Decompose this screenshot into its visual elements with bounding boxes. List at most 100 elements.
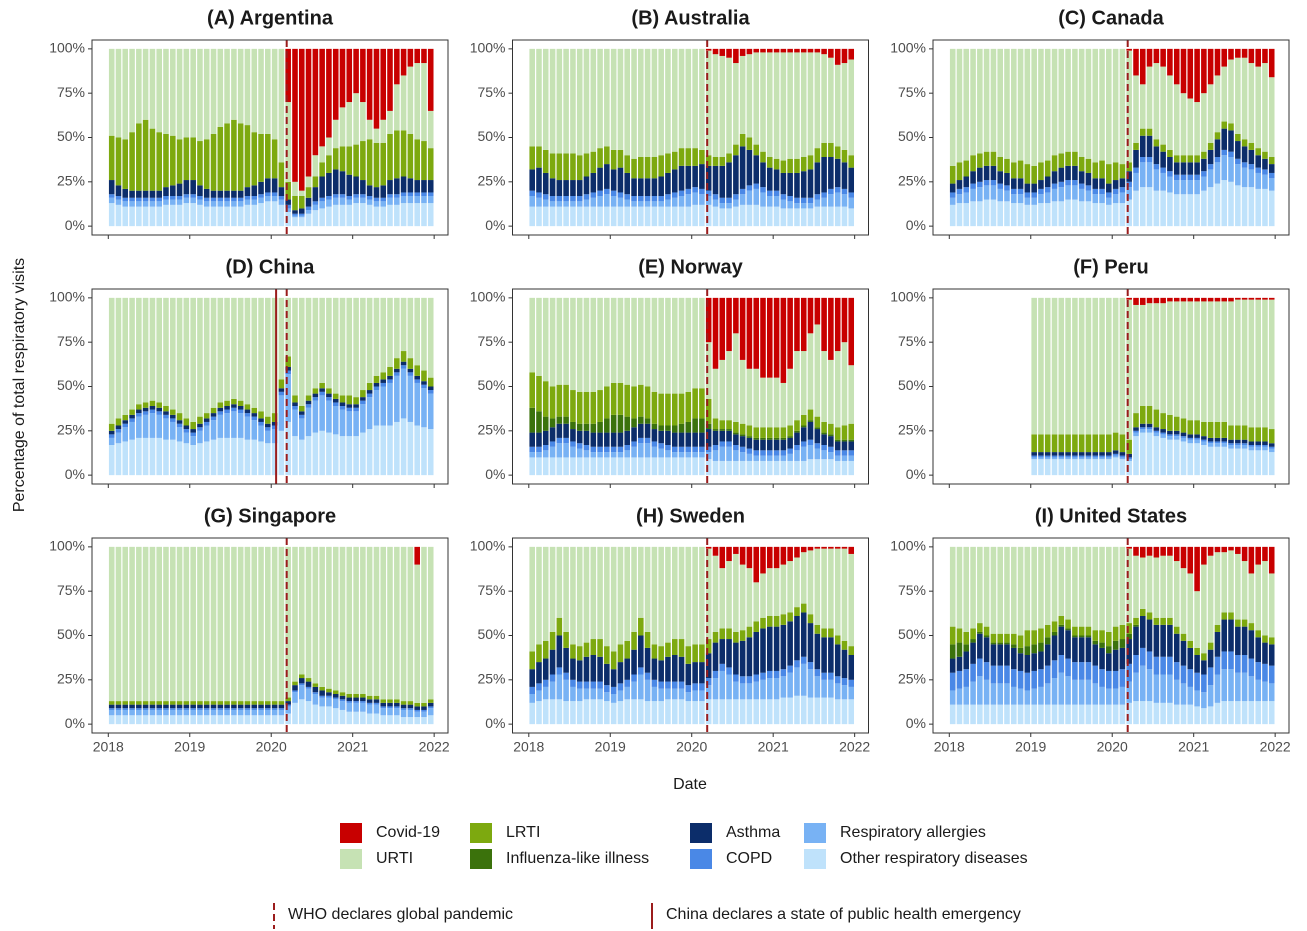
bar-segment xyxy=(597,390,603,422)
bar-segment xyxy=(956,188,963,195)
bar-segment xyxy=(719,546,726,569)
bar-segment xyxy=(387,197,393,205)
bar-segment xyxy=(949,48,956,166)
bar-segment xyxy=(183,203,190,227)
bar-segment xyxy=(1085,185,1092,191)
bar-segment xyxy=(848,699,855,725)
bar-segment xyxy=(1065,180,1071,186)
bar-segment xyxy=(1248,48,1255,64)
bar-segment xyxy=(142,708,149,710)
bar-segment xyxy=(156,701,162,705)
bar-segment xyxy=(1248,701,1255,725)
bar-segment xyxy=(760,297,766,378)
bar-segment xyxy=(136,197,142,202)
bar-segment xyxy=(217,701,224,705)
bar-segment xyxy=(719,157,726,166)
bar-segment xyxy=(1235,655,1241,673)
bar-segment xyxy=(990,642,997,645)
bar-segment xyxy=(733,434,739,445)
bar-segment xyxy=(1194,174,1200,181)
bar-segment xyxy=(1099,630,1105,643)
bar-segment xyxy=(1058,153,1065,168)
bar-segment xyxy=(1194,180,1200,195)
bar-segment xyxy=(1262,169,1268,175)
bar-segment xyxy=(773,190,780,196)
bar-segment xyxy=(163,709,169,716)
bar-segment xyxy=(705,196,712,205)
bar-segment xyxy=(651,297,658,392)
bar-segment xyxy=(176,427,183,442)
bar-segment xyxy=(1262,48,1268,64)
y-tick-label: 75% xyxy=(477,333,505,349)
bar-segment xyxy=(753,674,760,682)
bar-segment xyxy=(828,446,834,453)
bar-segment xyxy=(278,196,285,200)
bar-segment xyxy=(800,612,807,657)
bar-segment xyxy=(210,197,217,202)
bar-segment xyxy=(163,48,169,134)
bar-segment xyxy=(373,375,380,383)
bar-segment xyxy=(237,715,244,725)
bar-segment xyxy=(983,185,990,200)
bar-segment xyxy=(800,552,807,604)
bar-segment xyxy=(203,413,210,419)
bar-segment xyxy=(1038,194,1044,204)
bar-segment xyxy=(719,670,726,700)
y-tick-label: 50% xyxy=(57,128,85,144)
bar-segment xyxy=(617,414,624,433)
bar-segment xyxy=(692,388,698,419)
bar-segment xyxy=(156,132,162,191)
bar-segment xyxy=(773,678,780,700)
bar-segment xyxy=(834,351,841,428)
bar-segment xyxy=(346,411,353,437)
bar-segment xyxy=(766,157,773,168)
bar-segment xyxy=(1139,128,1146,136)
bar-segment xyxy=(821,157,827,193)
bar-segment xyxy=(231,546,237,702)
bar-segment xyxy=(773,52,780,159)
bar-segment xyxy=(1160,656,1166,675)
bar-segment xyxy=(1065,546,1071,620)
bar-segment xyxy=(312,692,319,694)
x-tick-label: 2022 xyxy=(419,739,450,755)
bar-segment xyxy=(570,658,576,680)
bar-segment xyxy=(699,683,705,691)
bar-segment xyxy=(427,203,434,227)
bar-segment xyxy=(828,434,834,437)
bar-segment xyxy=(1126,48,1132,51)
panel-border xyxy=(512,39,869,236)
bar-segment xyxy=(1248,427,1255,442)
bar-segment xyxy=(671,297,678,394)
bar-segment xyxy=(1160,144,1166,152)
bar-segment xyxy=(414,717,420,725)
bar-segment xyxy=(990,633,997,643)
bar-segment xyxy=(1119,297,1126,435)
bar-segment xyxy=(970,171,976,184)
bar-segment xyxy=(685,148,692,166)
bar-segment xyxy=(997,201,1003,227)
bar-segment xyxy=(1228,439,1234,444)
bar-segment xyxy=(1078,637,1085,663)
bar-segment xyxy=(963,160,970,177)
bar-segment xyxy=(258,203,264,227)
bar-segment xyxy=(231,704,237,709)
bar-segment xyxy=(604,48,610,147)
bar-segment xyxy=(753,460,760,476)
bar-segment xyxy=(1051,188,1058,202)
bar-segment xyxy=(794,695,800,725)
bar-segment xyxy=(536,192,542,198)
bar-segment xyxy=(394,197,400,205)
bar-segment xyxy=(1194,162,1200,175)
bar-segment xyxy=(787,48,793,53)
bar-segment xyxy=(1078,626,1085,636)
bar-segment xyxy=(821,548,827,629)
bar-segment xyxy=(570,429,576,442)
bar-segment xyxy=(1167,157,1173,172)
bar-segment xyxy=(549,297,556,387)
bar-segment xyxy=(1262,174,1268,189)
bar-segment xyxy=(244,715,251,725)
bar-segment xyxy=(638,667,644,675)
bar-segment xyxy=(258,546,264,702)
bar-segment xyxy=(848,455,855,461)
bar-segment xyxy=(387,180,393,195)
